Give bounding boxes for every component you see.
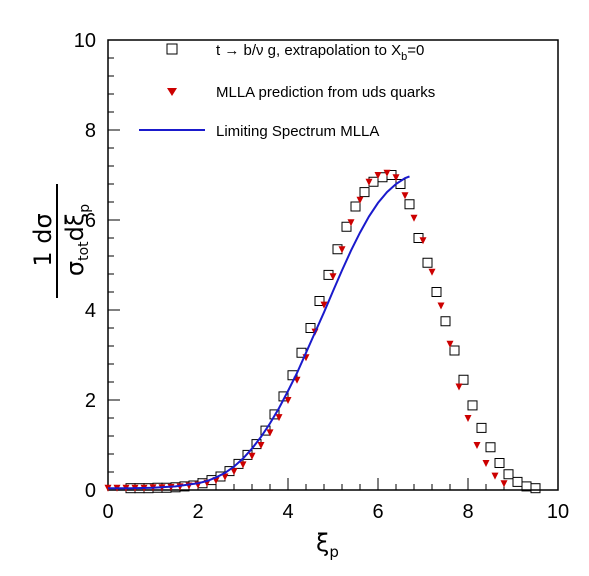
legend: t → b/ν g, extrapolation to Xb=0 MLLA pr… <box>139 42 435 140</box>
axis-ticks <box>107 39 559 491</box>
square-point <box>530 483 541 494</box>
y-axis-title-numerator: 1 dσ <box>29 213 57 266</box>
square-point <box>512 476 523 487</box>
legend-square-marker <box>166 43 178 55</box>
triangle-point <box>221 473 229 481</box>
series-line <box>108 175 410 490</box>
square-point <box>458 374 469 385</box>
square-point <box>467 400 478 411</box>
triangle-point <box>284 397 292 404</box>
x-tick-label: 4 <box>282 501 293 523</box>
x-axis-title: ξp <box>316 529 339 561</box>
y-tick-label: 0 <box>85 480 96 502</box>
triangle-point <box>446 340 454 348</box>
square-point <box>440 316 451 327</box>
square-point <box>485 442 496 453</box>
x-tick-label: 8 <box>462 501 473 523</box>
triangle-point <box>338 246 346 254</box>
triangle-point <box>383 169 391 177</box>
triangle-point <box>230 468 238 476</box>
square-point <box>494 458 505 468</box>
triangle-point <box>401 192 409 200</box>
square-point <box>314 296 325 306</box>
x-tick-label: 2 <box>192 501 203 523</box>
triangle-point <box>428 268 436 276</box>
square-point <box>404 199 415 210</box>
triangle-point <box>410 214 418 222</box>
square-point <box>431 287 442 297</box>
axis-tick-labels: 0 2 4 6 8 10 0 2 4 6 8 10 <box>74 30 569 523</box>
triangle-point <box>275 414 283 422</box>
legend-entry-1: t → b/ν g, extrapolation to Xb=0 <box>216 42 424 63</box>
square-point <box>449 345 460 356</box>
triangle-point <box>464 415 472 422</box>
y-tick-label: 4 <box>85 300 96 322</box>
triangle-point <box>266 429 274 437</box>
square-point <box>359 187 370 198</box>
square-point <box>305 323 316 333</box>
x-tick-label: 0 <box>102 501 113 523</box>
triangle-point <box>320 301 328 309</box>
square-point <box>476 422 487 433</box>
square-point <box>503 469 514 480</box>
y-axis-title-denominator: σtotdξp <box>61 204 93 276</box>
limiting-spectrum-line <box>108 175 410 490</box>
square-point <box>287 370 298 381</box>
square-point <box>341 221 352 232</box>
triangle-point <box>500 480 508 488</box>
triangle-point <box>356 196 364 204</box>
x-tick-label: 6 <box>372 501 383 523</box>
square-point <box>422 257 433 268</box>
triangle-point <box>347 219 355 227</box>
legend-entry-2: MLLA prediction from uds quarks <box>216 84 435 101</box>
legend-triangle-marker <box>167 88 177 96</box>
y-axis-title: 1 dσ σtotdξp <box>29 184 93 298</box>
y-tick-label: 6 <box>85 210 96 232</box>
x-tick-label: 10 <box>547 501 569 523</box>
triangle-point <box>239 461 247 469</box>
triangle-point <box>257 442 265 449</box>
data-series <box>104 169 541 494</box>
triangle-point <box>455 383 463 391</box>
triangle-point <box>473 442 481 449</box>
y-tick-label: 8 <box>85 120 96 142</box>
legend-entry-3: Limiting Spectrum MLLA <box>216 123 379 140</box>
triangle-point <box>437 302 445 310</box>
y-tick-label: 10 <box>74 30 96 52</box>
triangle-point <box>491 472 499 480</box>
triangle-point <box>392 174 400 182</box>
triangle-point <box>374 172 382 179</box>
y-tick-label: 2 <box>85 390 96 412</box>
triangle-point <box>419 237 427 245</box>
triangle-point <box>482 460 490 467</box>
triangle-point <box>248 452 256 460</box>
triangle-point <box>329 273 337 281</box>
square-point <box>350 201 361 212</box>
plot-frame <box>107 39 559 491</box>
triangle-point <box>365 178 373 186</box>
